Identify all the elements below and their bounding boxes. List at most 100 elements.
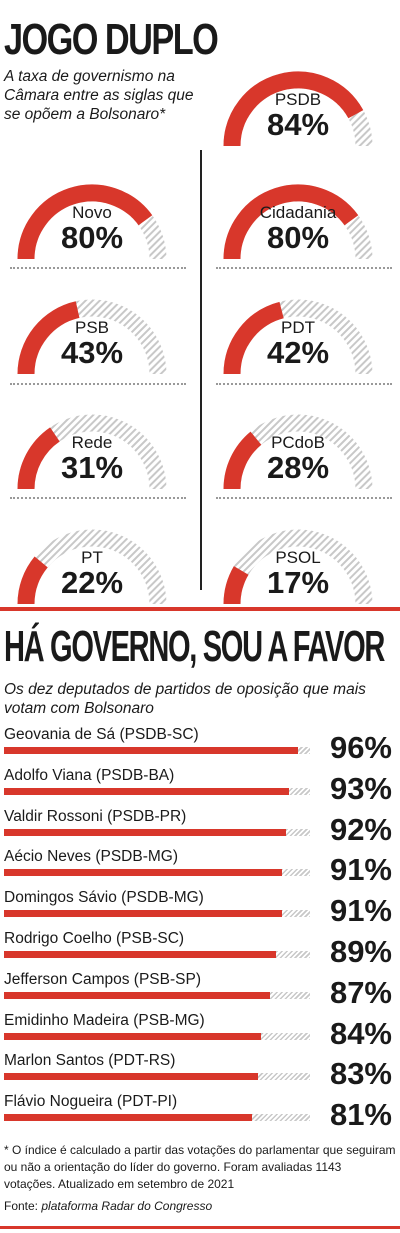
gauge-fill [17,556,48,604]
deputy-name: Jefferson Campos (PSB-SP) [4,970,201,988]
gauge-value-label: 42% [266,335,330,370]
gauge-party-label: PSB [74,318,110,337]
bar-track [4,1032,310,1040]
gauge-pcdob: PCdoB 28% [223,405,373,489]
row-separator [216,497,392,499]
bar [4,910,283,918]
bar [4,1114,252,1122]
deputy-row: Rodrigo Coelho (PSB-SC) 89% [0,930,400,974]
deputy-row: Domingos Sávio (PSDB-MG) 91% [0,889,400,933]
gauge-arc-svg [17,414,167,489]
section-divider [0,607,400,611]
gauge-pdt: PDT 42% [223,290,373,374]
gauge-fill [223,566,249,604]
gauge-fill [223,431,262,489]
deputy-name: Aécio Neves (PSDB-MG) [4,848,178,866]
gauge-value-label: 84% [266,107,330,142]
gauge-arc-svg [223,414,373,489]
gauge-arc-svg [17,184,167,259]
bar [4,951,277,958]
gauge-party-label: PDT [281,318,315,337]
deputy-name: Emidinho Madeira (PSB-MG) [4,1011,205,1029]
row-separator [10,497,186,499]
deputy-row: Jefferson Campos (PSB-SP) 87% [0,971,400,1015]
deputy-row: Valdir Rossoni (PSDB-PR) 92% [0,808,400,852]
gauge-party-label: Novo [72,203,112,222]
source-text: plataforma Radar do Congresso [41,1199,213,1213]
deputy-row: Flávio Nogueira (PDT-PI) 81% [0,1093,400,1137]
deputy-row: Geovania de Sá (PSDB-SC) 96% [0,726,400,770]
gauge-arc-svg [223,71,373,146]
gauge-value-label: 17% [266,565,330,600]
bar-value-label: 81% [329,1097,392,1133]
bottom-rule [0,1226,400,1229]
deputy-name: Valdir Rossoni (PSDB-PR) [4,807,187,825]
gauge-rede: Rede 31% [17,405,167,489]
deputy-name: Domingos Sávio (PSDB-MG) [4,889,204,907]
gauge-party-label: PSDB [274,90,322,109]
gauge-value-label: 80% [60,220,124,255]
gauge-arc-svg [223,529,373,604]
bar-track [4,869,310,877]
section-subtitle-text: Os dez deputados de partidos de oposição… [4,681,366,717]
column-divider [200,150,202,590]
gauge-arc-svg [17,299,167,374]
bar-track [4,1073,310,1081]
gauge-arc-svg [223,184,373,259]
gauge-value-label: 43% [60,335,124,370]
footnote: * O índice é calculado a partir das vota… [4,1143,396,1191]
bar-track [4,787,310,795]
gauge-arc-svg [223,299,373,374]
page-title: JOGO DUPLO [4,15,219,64]
bar-track [4,1114,310,1122]
gauge-cidadania: Cidadania 80% [223,175,373,259]
bar-track [4,910,310,918]
gauge-novo: Novo 80% [17,175,167,259]
gauge-fill [17,301,80,374]
bar [4,869,283,877]
bar-value-label: 89% [329,934,392,969]
bar-value-label: 93% [329,770,392,806]
gauge-psdb: PSDB 84% [223,62,373,146]
gauge-fill [17,427,60,489]
gauge-party-label: PSOL [275,548,321,567]
deputy-name: Rodrigo Coelho (PSB-SC) [4,930,185,947]
section-title: HÁ GOVERNO, SOU A FAVOR [4,622,385,671]
row-separator [10,383,186,385]
deputy-name: Marlon Santos (PDT-RS) [4,1052,176,1070]
section-subtitle: Os dez deputados de partidos de oposição… [4,680,400,718]
deputy-row: Marlon Santos (PDT-RS) 83% [0,1052,400,1096]
gauge-fill [223,301,285,374]
bar [4,991,271,999]
gauge-pt: PT 22% [17,520,167,604]
page-subtitle: A taxa de governismo na Câmara entre as … [4,68,194,123]
row-separator [216,267,392,269]
gauge-party-label: Rede [71,433,113,452]
source-line: Fonte: plataforma Radar do Congresso [4,1199,212,1213]
bar-track [4,828,310,836]
gauge-arc-svg [17,529,167,604]
bar-value-label: 91% [329,893,392,929]
bar-value-label: 91% [329,852,392,888]
deputy-row: Aécio Neves (PSDB-MG) 91% [0,848,400,892]
gauge-fill [17,184,153,259]
source-label: Fonte: [4,1199,39,1213]
deputy-row: Emidinho Madeira (PSB-MG) 84% [0,1012,400,1056]
gauge-party-label: Cidadania [259,203,337,222]
gauge-fill [223,71,364,146]
bar [4,747,298,754]
gauge-party-label: PCdoB [271,433,325,452]
bar-track [4,951,310,958]
row-separator [10,267,186,269]
bar-value-label: 96% [329,730,392,765]
bar-value-label: 83% [329,1056,392,1092]
bar-value-label: 84% [329,1015,392,1051]
gauge-fill [223,184,359,259]
deputy-name: Adolfo Viana (PSDB-BA) [4,766,175,784]
gauge-value-label: 31% [60,450,124,485]
row-separator [216,383,392,385]
bar [4,1032,262,1040]
gauge-value-label: 22% [60,565,124,600]
gauge-value-label: 28% [266,450,330,485]
bar-value-label: 92% [329,811,392,847]
